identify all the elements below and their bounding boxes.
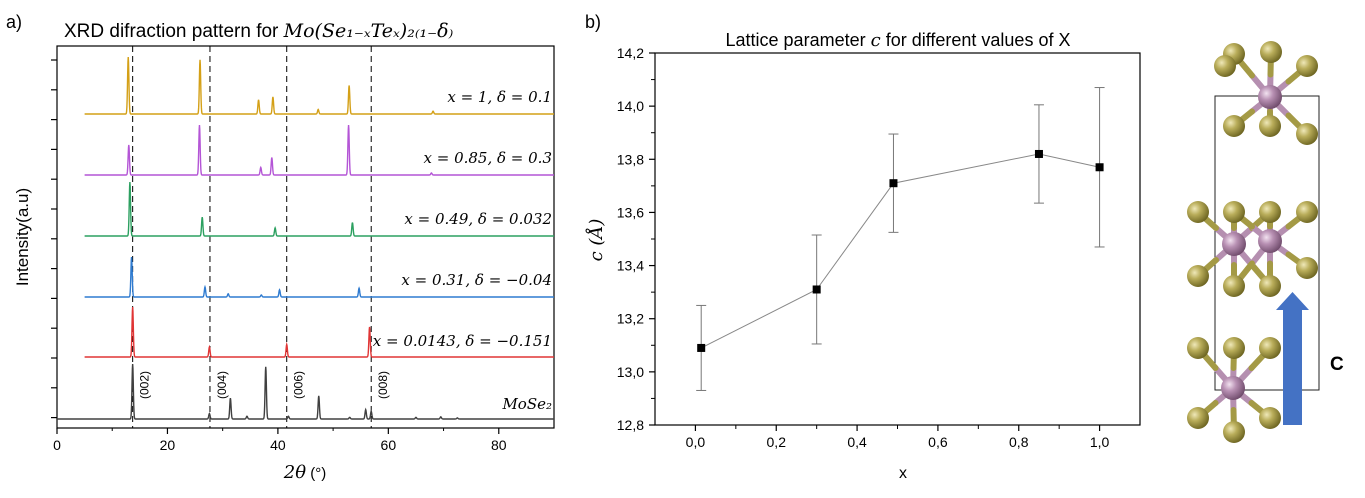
xrd-trace xyxy=(57,363,554,420)
crystal-structure xyxy=(1187,41,1320,443)
xrd-peak-labels: (002) (004) (006) (008) xyxy=(138,371,391,399)
lattice-title-pre: Lattice parameter xyxy=(726,30,871,50)
se-atom xyxy=(1223,115,1245,137)
mo-atom xyxy=(1258,229,1282,253)
xrd-title: XRD difraction pattern for Mo(Se₁₋ₓTeₓ)₂… xyxy=(64,20,454,42)
mo-atom xyxy=(1221,376,1245,400)
lattice-x-tick-label: 0,4 xyxy=(847,434,867,450)
xrd-trace xyxy=(84,181,554,237)
xrd-series-label: x = 0.49, δ = 0.032 xyxy=(404,210,552,228)
se-atom xyxy=(1296,257,1318,279)
xrd-x-label-unit: (°) xyxy=(306,465,326,482)
xrd-y-axis xyxy=(51,59,57,419)
se-atom xyxy=(1223,421,1245,443)
c-axis-arrow xyxy=(1276,292,1309,425)
xrd-traces xyxy=(57,56,554,420)
se-atom xyxy=(1260,41,1282,63)
xrd-trace xyxy=(84,306,554,358)
atoms xyxy=(1187,41,1318,443)
se-atom xyxy=(1259,275,1281,297)
xrd-x-label: 2θ (°) xyxy=(283,462,326,483)
se-atom xyxy=(1223,275,1245,297)
xrd-title-formula: Mo(Se₁₋ₓTeₓ)₂₍₁₋δ₎ xyxy=(283,20,454,42)
lattice-x-axis: 0,0 0,2 0,4 0,6 0,8 1,0 xyxy=(686,425,1110,450)
lattice-data-point xyxy=(697,343,706,352)
lattice-y-tick-label: 13,0 xyxy=(617,364,644,380)
lattice-x-tick-label: 0,0 xyxy=(686,434,706,450)
panel-b-label: b) xyxy=(585,12,601,32)
lattice-x-tick-label: 0,6 xyxy=(928,434,948,450)
se-atom xyxy=(1187,201,1209,223)
se-atom xyxy=(1187,337,1209,359)
xrd-x-tick-label: 80 xyxy=(491,437,507,453)
xrd-x-tick-label: 20 xyxy=(160,437,176,453)
xrd-trace xyxy=(84,124,554,176)
se-atom xyxy=(1259,337,1281,359)
lattice-plot-frame xyxy=(654,52,1141,426)
c-axis-label: C xyxy=(1330,354,1344,375)
se-atom xyxy=(1296,123,1318,145)
lattice-y-axis: 12,8 13,0 13,2 13,4 13,6 13,8 14,0 14,2 xyxy=(617,45,655,433)
xrd-plot-frame xyxy=(56,45,555,429)
xrd-series-label: x = 1, δ = 0.1 xyxy=(447,88,552,106)
lattice-data-point xyxy=(1095,163,1104,172)
xrd-series-label: x = 0.0143, δ = −0.151 xyxy=(373,332,552,350)
se-atom xyxy=(1296,201,1318,223)
lattice-title-post: for different values of X xyxy=(881,30,1071,50)
xrd-title-text: XRD difraction pattern for xyxy=(64,21,284,42)
lattice-y-tick-label: 13,2 xyxy=(617,311,644,327)
xrd-trace xyxy=(84,256,554,298)
mo-atom xyxy=(1258,85,1282,109)
xrd-peak-label: (002) xyxy=(138,371,152,399)
se-atom xyxy=(1223,201,1245,223)
c-axis-arrow-head xyxy=(1276,292,1309,310)
xrd-series-labels: x = 1, δ = 0.1 x = 0.85, δ = 0.3 x = 0.49,… xyxy=(373,88,552,413)
xrd-x-tick-label: 60 xyxy=(381,437,397,453)
xrd-series-label: x = 0.85, δ = 0.3 xyxy=(424,149,553,167)
lattice-y-tick-label: 13,6 xyxy=(617,204,644,220)
lattice-data xyxy=(696,87,1105,391)
xrd-x-label-math: 2θ xyxy=(283,462,306,483)
panel-a-label: a) xyxy=(6,12,22,32)
se-atom xyxy=(1259,115,1281,137)
se-atom xyxy=(1214,55,1236,77)
xrd-dashed-lines xyxy=(132,46,372,428)
se-atom xyxy=(1259,407,1281,429)
lattice-title-var: c xyxy=(871,30,881,51)
lattice-y-tick-label: 14,0 xyxy=(617,98,644,114)
lattice-y-tick-label: 14,2 xyxy=(617,45,644,61)
mo-atom xyxy=(1222,232,1246,256)
lattice-data-point xyxy=(889,179,898,188)
xrd-peak-label: (004) xyxy=(215,371,229,399)
c-axis-arrow-shaft xyxy=(1283,310,1302,425)
se-atom xyxy=(1187,407,1209,429)
se-atom xyxy=(1296,55,1318,77)
lattice-x-tick-label: 0,2 xyxy=(767,434,787,450)
xrd-trace xyxy=(84,56,554,115)
lattice-data-point xyxy=(1034,149,1043,158)
lattice-y-tick-label: 12,8 xyxy=(617,417,644,433)
lattice-x-tick-label: 1,0 xyxy=(1090,434,1110,450)
lattice-data-point xyxy=(812,285,821,294)
xrd-series-label: x = 0.31, δ = −0.04 xyxy=(401,271,552,289)
lattice-y-tick-label: 13,4 xyxy=(617,258,644,274)
lattice-y-label: c (Å) xyxy=(585,219,607,262)
xrd-peak-label: (008) xyxy=(376,371,390,399)
xrd-peak-label: (006) xyxy=(292,371,306,399)
se-atom xyxy=(1223,337,1245,359)
xrd-x-tick-label: 0 xyxy=(53,437,61,453)
se-atom xyxy=(1187,265,1209,287)
xrd-x-axis: 0 20 40 60 80 xyxy=(53,428,507,453)
lattice-title: Lattice parameter c for different values… xyxy=(726,30,1071,51)
lattice-y-tick-label: 13,8 xyxy=(617,151,644,167)
lattice-x-label: x xyxy=(899,465,907,482)
xrd-series-label: MoSe₂ xyxy=(501,395,552,413)
xrd-x-tick-label: 40 xyxy=(270,437,286,453)
lattice-x-tick-label: 0,8 xyxy=(1009,434,1029,450)
xrd-y-label: Intensity(a.u) xyxy=(13,188,32,286)
lattice-connecting-line xyxy=(700,153,1100,349)
se-atom xyxy=(1259,201,1281,223)
